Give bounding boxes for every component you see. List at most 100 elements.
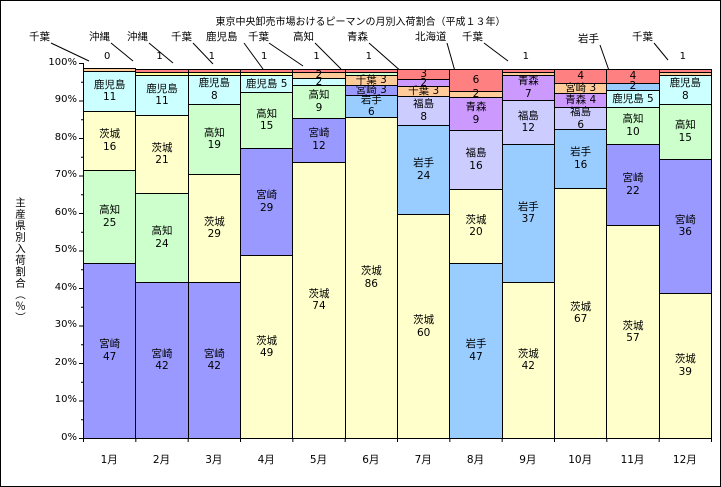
- bar-segment-茨城: 茨城 21: [135, 114, 189, 194]
- bar-segment-岩手: 岩手 37: [501, 143, 555, 283]
- chart-title: 東京中央卸売市場おけるピーマンの月別入荷割合（平成１３年）: [215, 17, 506, 28]
- bar-segment-茨城: 茨城 74: [292, 161, 346, 439]
- above-bar-value-label: 1: [679, 51, 687, 62]
- bar-segment-宮崎: 宮崎 29: [240, 147, 294, 257]
- bar-segment-岩手: 岩手 24: [397, 125, 451, 215]
- segment-label: 茨城: [570, 300, 592, 313]
- bar-segment-茨城: 茨城 20: [449, 188, 503, 264]
- segment-label: 高知: [203, 126, 225, 139]
- bar-segment-茨城: 茨城 16: [83, 111, 137, 171]
- callout-label-千葉: 千葉: [632, 31, 653, 43]
- y-tick-label: 100%: [48, 56, 77, 68]
- segment-label: 高知: [256, 107, 278, 120]
- segment-label: 16: [573, 158, 588, 171]
- segment-label: 岩手: [570, 146, 592, 159]
- callout-label-千葉: 千葉: [248, 31, 269, 43]
- segment-label: 8: [681, 89, 689, 102]
- callout-label-沖縄: 沖縄: [127, 31, 148, 43]
- segment-label: 11: [155, 95, 169, 108]
- segment-label: 茨城: [151, 141, 173, 154]
- above-bar-value-label: 1: [365, 51, 373, 62]
- segment-label: 37: [521, 213, 535, 226]
- bar-segment-高知: 高知 15: [658, 103, 712, 160]
- segment-label: 高知: [674, 119, 696, 132]
- segment-label: 6: [367, 106, 375, 119]
- callout-label-青森: 青森: [347, 31, 368, 43]
- bar-segment-茨城: 茨城 60: [397, 214, 451, 439]
- segment-label: 青森: [465, 101, 487, 114]
- x-tick-label: 5月: [309, 454, 328, 466]
- month-column-10月: 4 宮崎 3 青森 4 福島 6 岩手 16 茨城 67: [554, 63, 608, 439]
- month-column-3月: 鹿児島 8 高知 19 茨城 29 宮崎 42: [187, 63, 241, 439]
- x-tick-label: 7月: [414, 454, 432, 466]
- segment-label: 4: [629, 70, 637, 83]
- segment-label: 10: [626, 126, 640, 138]
- segment-label: 高知: [151, 224, 173, 237]
- bar-segment-鹿児島: 鹿児島 11: [135, 74, 189, 116]
- callout-label-北海道: 北海道: [415, 31, 447, 43]
- segment-label: 12: [521, 122, 535, 135]
- segment-label: 宮崎: [151, 347, 173, 360]
- x-tick-label: 6月: [362, 454, 380, 466]
- segment-label: 6: [472, 73, 480, 86]
- bar-segment-宮崎: 宮崎 42: [187, 281, 241, 439]
- segment-label: 7: [524, 87, 532, 100]
- x-tick-label: 12月: [672, 454, 697, 466]
- segment-label: 16: [102, 141, 117, 153]
- x-tick-label: 2月: [152, 454, 171, 466]
- bar-segment-宮崎: 宮崎 36: [658, 158, 712, 294]
- segment-label: 2: [472, 87, 480, 100]
- above-bar-value-label: 1: [156, 51, 163, 62]
- segment-label: 高知: [308, 89, 330, 102]
- segment-label: 39: [678, 365, 692, 378]
- segment-label: 茨城: [674, 353, 696, 366]
- callout-label-千葉: 千葉: [171, 31, 192, 43]
- bar-segment-茨城: 茨城 86: [344, 116, 398, 439]
- month-column-2月: 鹿児島 11 茨城 21 高知 24 宮崎 42: [135, 63, 189, 439]
- x-tick-label: 4月: [257, 454, 275, 466]
- bar-segment-鹿児島: 鹿児島 8: [187, 74, 241, 105]
- segment-label: 16: [469, 159, 483, 172]
- y-tick-label: 0%: [61, 431, 77, 443]
- callout-label-沖縄: 沖縄: [89, 31, 110, 43]
- segment-label: 宮崎: [308, 127, 330, 140]
- segment-label: 47: [469, 350, 483, 363]
- bar-segment-高知: 高知 19: [187, 103, 241, 175]
- x-tick-label: 3月: [205, 454, 223, 466]
- segment-label: 42: [521, 360, 535, 373]
- segment-label: 福島: [570, 105, 592, 118]
- segment-label: 15: [259, 120, 274, 133]
- segment-label: 鹿児島 5: [245, 77, 288, 90]
- bar-segment-鹿児島: 鹿児島 5: [606, 89, 660, 109]
- segment-label: 岩手: [465, 338, 487, 351]
- segment-label: 宮崎: [203, 347, 225, 360]
- bar-segment-宮崎: 宮崎 22: [606, 143, 660, 227]
- callout-label-岩手: 岩手: [578, 33, 599, 45]
- bar-segment-茨城: 茨城 67: [554, 187, 608, 439]
- y-axis-title: 主産県別入荷割合（％）: [14, 197, 26, 324]
- callout-label-鹿児島: 鹿児島: [206, 31, 238, 43]
- x-tick-label: 8月: [466, 454, 485, 466]
- month-column-8月: 6 2 青森 9 福島 16 茨城 20 岩手 47: [449, 63, 503, 439]
- x-tick-label: 11月: [620, 454, 645, 466]
- bar-segment-茨城: 茨城 57: [606, 225, 660, 439]
- segment-label: 24: [155, 237, 169, 250]
- y-tick-label: 30%: [54, 319, 77, 330]
- segment-label: 茨城: [413, 313, 435, 326]
- month-column-1月: 鹿児島 11 茨城 16 高知 25 宮崎 47: [83, 63, 137, 439]
- segment-label: 8: [420, 111, 427, 123]
- bar-segment-鹿児島: 鹿児島 8: [658, 74, 712, 105]
- month-column-4月: 鹿児島 5 高知 15 宮崎 29 茨城 49: [240, 63, 294, 439]
- segment-label: 福島: [413, 98, 435, 111]
- segment-label: 宮崎: [256, 189, 278, 202]
- bar-segment-宮崎: 宮崎 42: [135, 281, 189, 439]
- x-tick-label: 1月: [100, 454, 118, 466]
- bar-segment-鹿児島: 鹿児島 5: [240, 74, 294, 94]
- bar-segment-岩手: 岩手 16: [554, 128, 608, 189]
- segment-label: 茨城: [517, 347, 539, 360]
- segment-label: 茨城: [465, 213, 487, 226]
- segment-label: 60: [416, 326, 431, 339]
- bar-segment-岩手: 岩手 6: [344, 94, 398, 119]
- segment-label: 36: [678, 226, 692, 239]
